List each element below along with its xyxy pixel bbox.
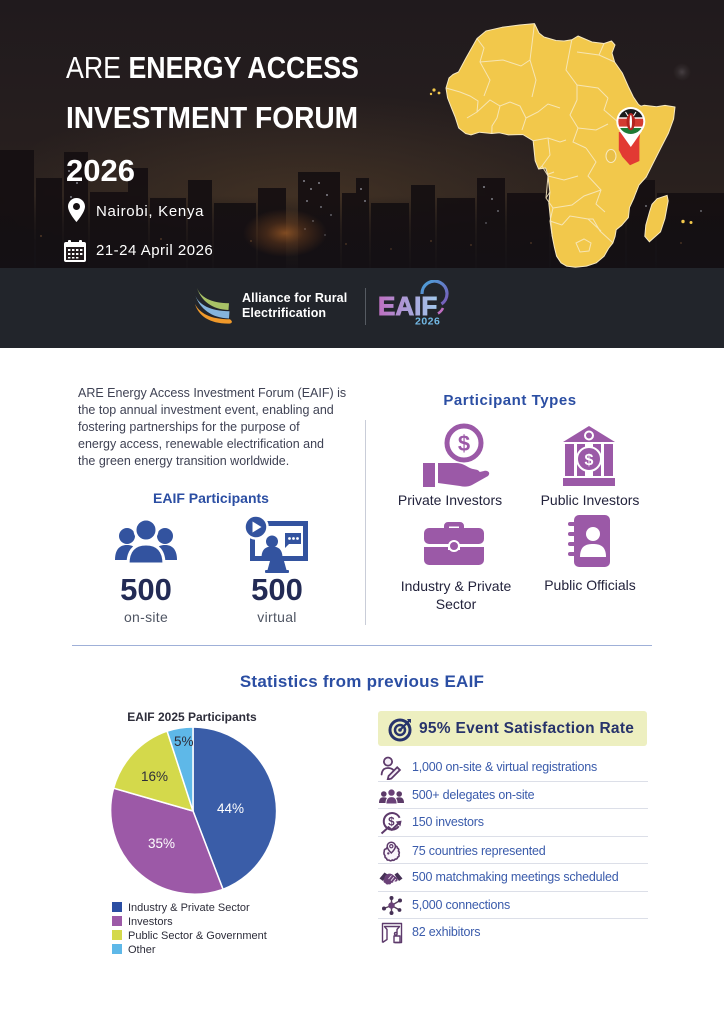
svg-text:16%: 16% [141,769,168,784]
svg-text:$: $ [458,431,470,456]
svg-text:5%: 5% [174,734,194,749]
svg-text:$: $ [585,452,594,469]
svg-text:35%: 35% [148,836,175,851]
svg-text:$: $ [388,817,395,829]
svg-text:44%: 44% [217,801,244,816]
svg-text:EAIF: EAIF [378,291,437,321]
svg-text:2026: 2026 [415,316,440,327]
